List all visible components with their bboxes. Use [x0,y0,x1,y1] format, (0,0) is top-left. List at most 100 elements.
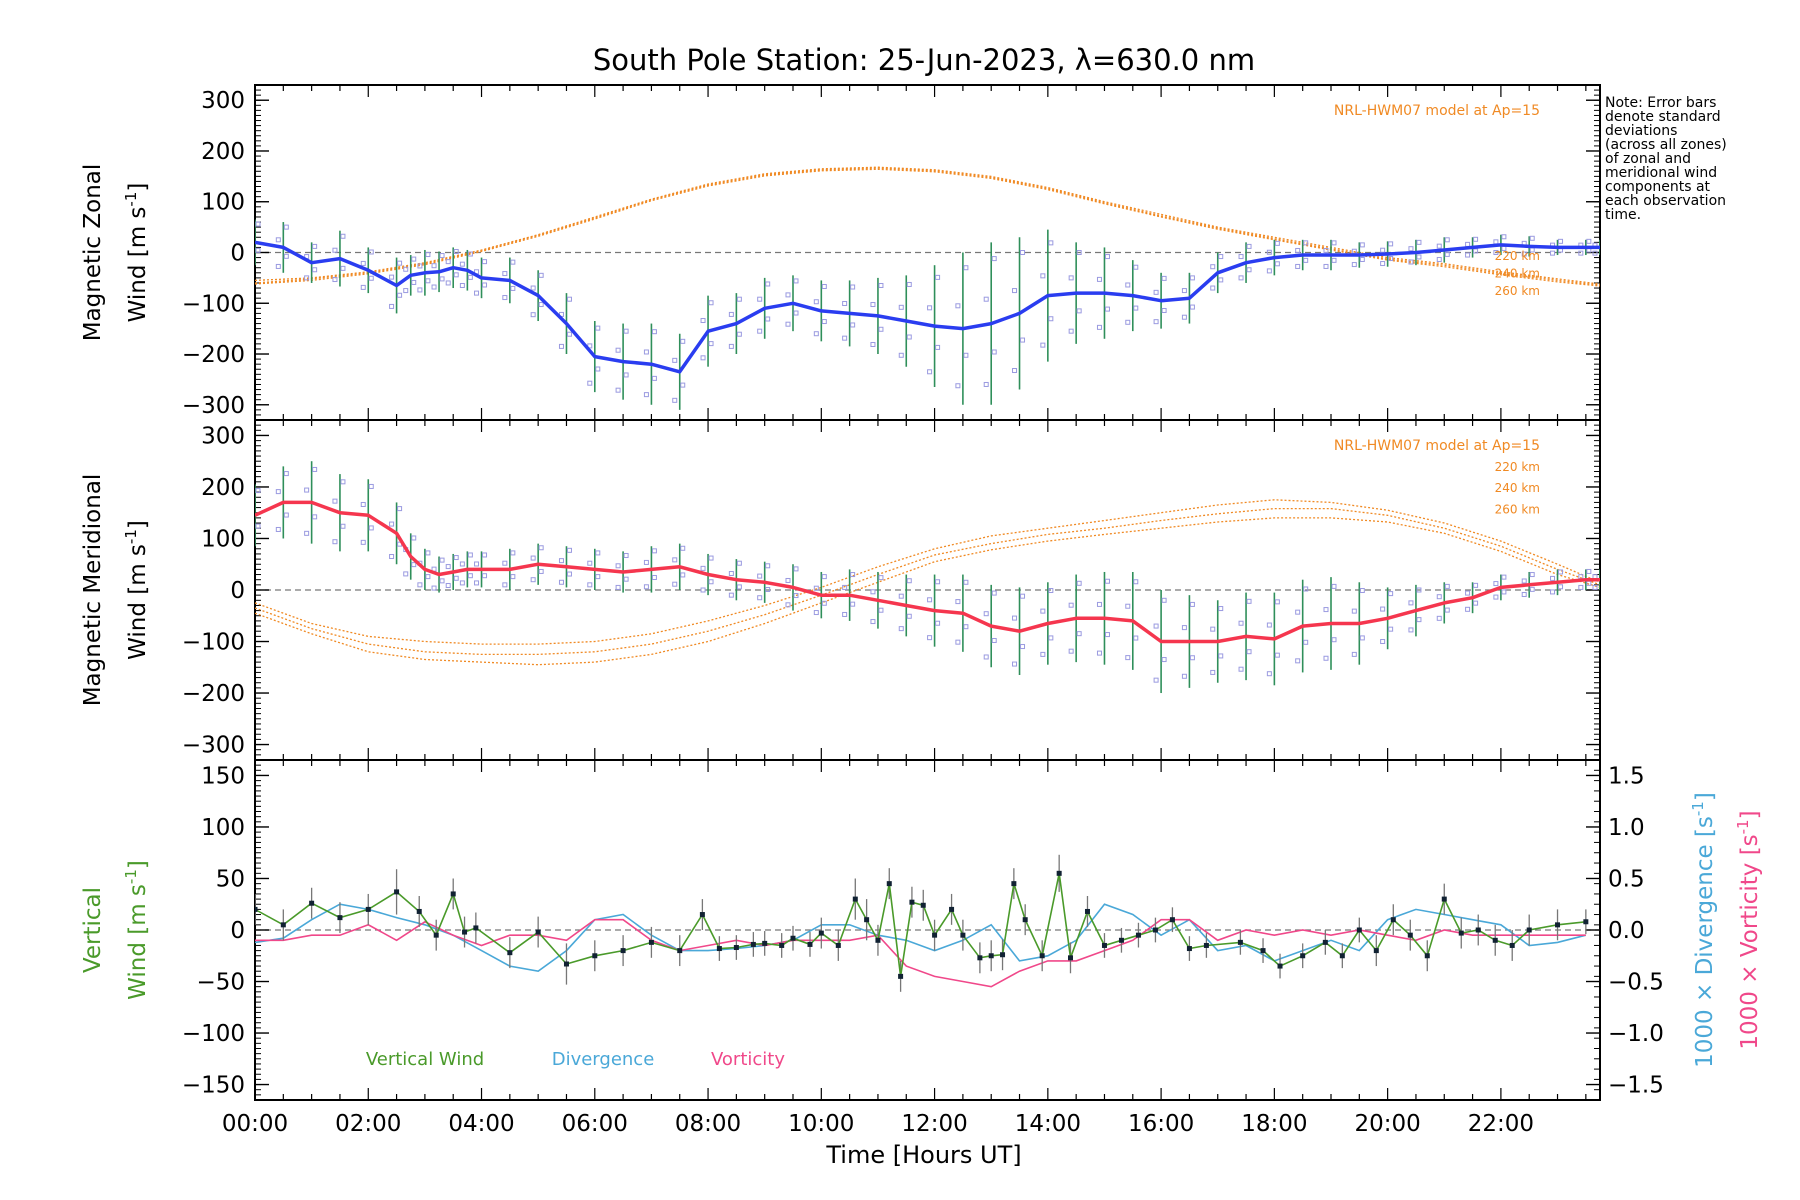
raw-point [672,357,678,363]
raw-point [736,331,742,337]
raw-point [793,310,799,316]
vertical-wind-point [988,953,994,959]
raw-point [651,548,657,554]
y-tick-label: −200 [182,342,245,368]
raw-point [1323,247,1329,253]
raw-point [1586,568,1592,574]
raw-point [700,318,706,324]
raw-point [1436,615,1442,621]
raw-point [870,619,876,625]
x-tick-label: 00:00 [222,1111,288,1137]
vertical-wind-point [779,942,785,948]
raw-point [425,550,431,556]
raw-point [1473,600,1479,606]
raw-point [1161,597,1167,603]
vertical-wind-point [716,946,722,952]
vertical-wind-point [1237,939,1243,945]
raw-point [275,526,281,532]
raw-point [312,267,318,273]
raw-point [510,285,516,291]
raw-point [1048,316,1054,322]
raw-point [785,292,791,298]
raw-point [1465,590,1471,596]
vertical-wind-point [920,902,926,908]
raw-point [1529,586,1535,592]
plot-area [255,461,1600,694]
raw-point [389,554,395,560]
raw-point [445,564,451,570]
raw-point [680,382,686,388]
raw-point [431,585,437,591]
y-tick-label: −200 [182,681,245,707]
raw-point [467,274,473,280]
raw-point [1351,651,1357,657]
raw-point [1529,572,1535,578]
raw-point [474,561,480,567]
raw-point [312,243,318,249]
raw-point [1181,288,1187,294]
raw-point [1529,235,1535,241]
raw-point [1189,601,1195,607]
vertical-wind-point [852,896,858,902]
raw-point [1246,267,1252,273]
raw-point [1331,240,1337,246]
raw-point [411,256,417,262]
raw-point [1416,587,1422,593]
raw-point [757,595,763,601]
raw-point [368,483,374,489]
raw-point [417,582,423,588]
raw-point [417,263,423,269]
model-line [255,167,1600,286]
raw-point [906,281,912,287]
raw-point [991,637,997,643]
y2-tick-label: 1.5 [1608,763,1645,789]
raw-point [304,275,310,281]
raw-point [1096,601,1102,607]
raw-point [906,578,912,584]
vertical-wind-point [1441,896,1447,902]
vertical-wind-point [886,881,892,887]
raw-point [566,331,572,337]
raw-point [623,328,629,334]
vertical-wind-point [433,932,439,938]
raw-point [955,303,961,309]
raw-point [1210,285,1216,291]
raw-point [1096,276,1102,282]
y-tick-label: 300 [201,423,245,449]
raw-point [312,514,318,520]
raw-point [1161,307,1167,313]
raw-point [411,562,417,568]
raw-point [474,290,480,296]
raw-point [700,355,706,361]
vertical-wind-point [1509,942,1515,948]
raw-point [643,559,649,565]
raw-point [1133,305,1139,311]
raw-point [1558,238,1564,244]
vertical-wind-point [1583,919,1589,925]
vertical-wind-point [1011,881,1017,887]
vertical-wind-point [1492,937,1498,943]
x-tick-label: 04:00 [448,1111,514,1137]
raw-point [813,585,819,591]
raw-point [1550,250,1556,256]
raw-point [1436,256,1442,262]
raw-point [757,296,763,302]
raw-point [340,233,346,239]
raw-point [510,259,516,265]
raw-point [1408,600,1414,606]
y-axis-title-line1: Vertical [80,887,106,973]
raw-point [1153,677,1159,683]
raw-point [255,523,261,529]
x-tick-label: 14:00 [1015,1111,1081,1137]
model-label: NRL-HWM07 model at Ap=15 [1334,438,1540,454]
raw-point [1388,255,1394,261]
raw-point [1020,644,1026,650]
raw-point [255,221,261,227]
raw-point [538,302,544,308]
raw-point [1351,262,1357,268]
raw-point [510,550,516,556]
vertical-wind-point [1056,870,1062,876]
raw-point [898,304,904,310]
raw-point [397,292,403,298]
vertical-wind-point [762,940,768,946]
